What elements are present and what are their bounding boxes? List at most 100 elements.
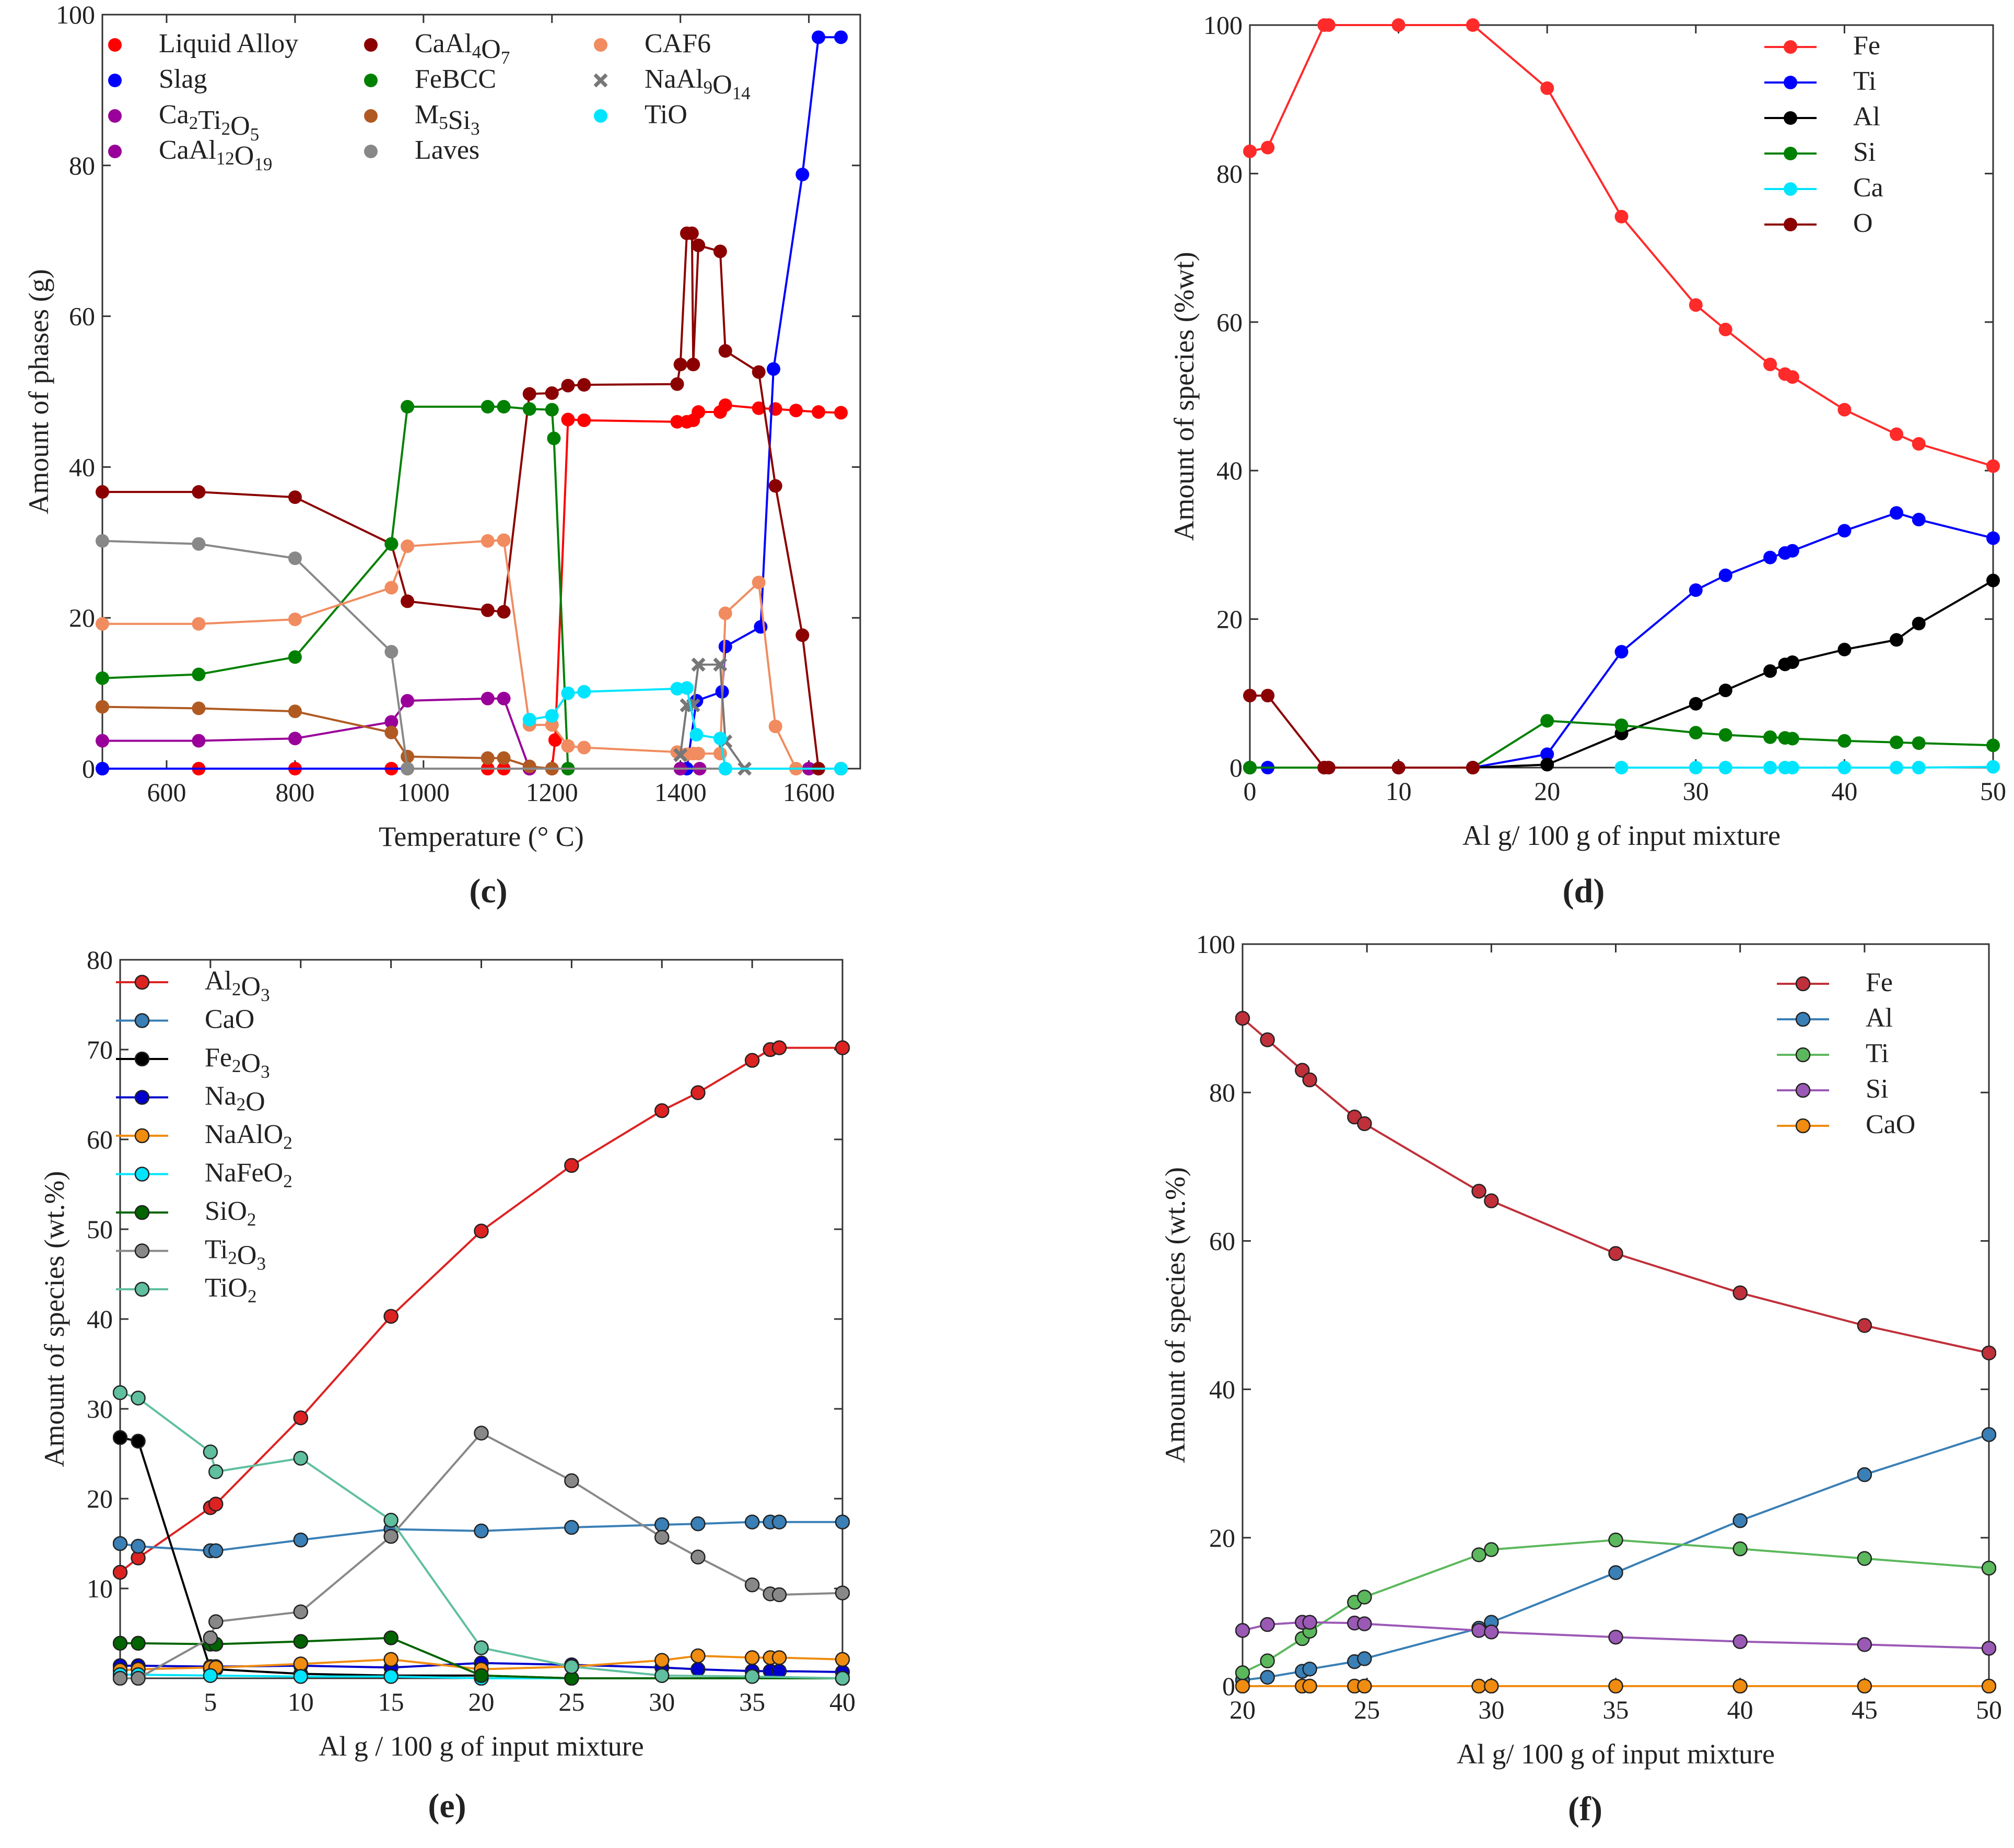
y-tick-label: 20	[87, 1484, 113, 1513]
data-point	[288, 490, 302, 504]
data-point	[1540, 81, 1554, 95]
x-tick-label: 1000	[397, 778, 450, 807]
data-point	[1890, 427, 1904, 441]
x-tick-label: 10	[1386, 776, 1412, 806]
x-axis-label: Al g/ 100 g of input mixture	[1457, 1738, 1775, 1770]
data-point	[192, 734, 206, 748]
data-point	[1732, 1541, 1748, 1557]
data-point	[131, 1433, 146, 1449]
data-point	[1261, 689, 1275, 703]
y-tick-label: 70	[87, 1035, 113, 1064]
series-c-4	[96, 226, 848, 775]
legend-label: NaAl9O14	[645, 64, 751, 103]
data-point	[670, 377, 684, 391]
x-tick-label: 600	[147, 778, 186, 807]
x-axis-label: Temperature (° C)	[379, 821, 584, 852]
data-point	[1689, 697, 1703, 711]
data-point	[690, 1549, 706, 1565]
legend-item: Ca2Ti2O5	[108, 100, 259, 145]
data-point	[766, 362, 780, 376]
legend-item: Fe	[1764, 31, 1880, 61]
data-point	[752, 401, 766, 415]
data-point	[1837, 734, 1852, 748]
legend-marker	[1784, 76, 1797, 89]
data-point	[1981, 1641, 1996, 1656]
legend-marker	[1795, 1082, 1811, 1098]
legend-marker	[134, 1243, 150, 1258]
data-point	[383, 1528, 399, 1544]
data-point	[384, 645, 399, 659]
legend-label: Liquid Alloy	[159, 29, 298, 58]
data-point	[718, 762, 732, 775]
data-point	[96, 617, 109, 631]
data-point	[1540, 714, 1554, 728]
data-point	[690, 1085, 706, 1100]
series-e-1	[113, 1514, 850, 1559]
data-point	[752, 575, 766, 590]
data-point	[192, 667, 206, 681]
data-point	[744, 1053, 760, 1068]
y-axis-label: Amount of species (wt.%)	[39, 1171, 70, 1467]
data-point	[1260, 1617, 1275, 1632]
legend-item: CaO	[1777, 1110, 1915, 1139]
data-point	[401, 762, 415, 775]
data-point	[834, 762, 848, 775]
legend-marker	[134, 1167, 150, 1182]
legend-label: O	[1853, 208, 1873, 238]
data-point	[293, 1634, 308, 1649]
data-point	[768, 479, 782, 493]
data-point	[835, 1514, 850, 1529]
legend-label: CAF6	[645, 29, 711, 58]
data-point	[561, 686, 575, 700]
data-point	[834, 30, 848, 44]
data-point	[771, 1663, 787, 1679]
y-tick-label: 80	[69, 151, 95, 180]
data-point	[547, 431, 561, 445]
data-point	[113, 1564, 128, 1580]
data-point	[670, 415, 684, 429]
data-point	[383, 1309, 399, 1324]
y-axis-label: Amount of species (%wt)	[1168, 252, 1200, 540]
x-tick-label: 35	[1603, 1695, 1629, 1724]
series-line	[1250, 695, 1473, 769]
series-line	[102, 405, 841, 770]
data-point	[1857, 1318, 1872, 1333]
data-point	[96, 762, 109, 775]
data-point	[1837, 761, 1852, 774]
data-point	[1608, 1565, 1623, 1580]
data-point	[474, 1668, 489, 1684]
data-point	[497, 399, 511, 414]
data-point	[1484, 1625, 1499, 1640]
x-tick-label: 20	[1534, 776, 1560, 806]
legend-item: Al	[1764, 102, 1880, 132]
series-c-8	[96, 533, 848, 775]
data-point	[680, 681, 694, 695]
data-point	[1235, 1010, 1250, 1026]
legend-item: Liquid Alloy	[108, 29, 298, 58]
y-axis-label: Amount of phases (g)	[23, 269, 54, 514]
x-tick-label: 25	[1354, 1695, 1380, 1724]
legend-marker	[108, 38, 122, 52]
legend-label: NaFeO2	[205, 1158, 292, 1192]
legend-item: CaAl4O7	[364, 29, 510, 68]
legend-marker	[134, 1090, 150, 1105]
legend-marker	[134, 1013, 150, 1028]
series-d-0	[1243, 18, 2000, 473]
data-point	[1321, 18, 1336, 32]
data-point	[497, 605, 511, 619]
data-point	[113, 1430, 128, 1445]
data-point	[1837, 642, 1852, 656]
panel-label: (f)	[1568, 1790, 1602, 1828]
data-point	[692, 238, 706, 252]
data-point	[384, 537, 399, 551]
data-point	[481, 603, 495, 617]
data-point	[577, 685, 591, 699]
series-f-1	[1235, 1427, 1996, 1688]
data-point	[383, 1630, 399, 1645]
series-d-2	[1243, 573, 2000, 774]
legend-item: NaFeO2	[116, 1158, 292, 1192]
data-point	[1608, 1678, 1623, 1693]
data-point	[1466, 18, 1480, 32]
series-e-0	[113, 1040, 850, 1580]
